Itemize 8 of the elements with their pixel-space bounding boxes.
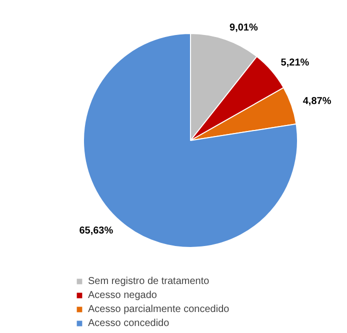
data-label: 4,87% <box>302 96 332 107</box>
legend-label: Acesso concedido <box>88 317 170 329</box>
data-label: 9,01% <box>230 22 258 34</box>
legend-label: Sem registro de tratamento <box>88 275 210 287</box>
legend-label: Acesso parcialmente concedido <box>88 303 230 315</box>
data-label: 5,21% <box>280 57 310 68</box>
data-label: 65,63% <box>79 225 114 236</box>
legend-label: Acesso negado <box>88 289 157 301</box>
